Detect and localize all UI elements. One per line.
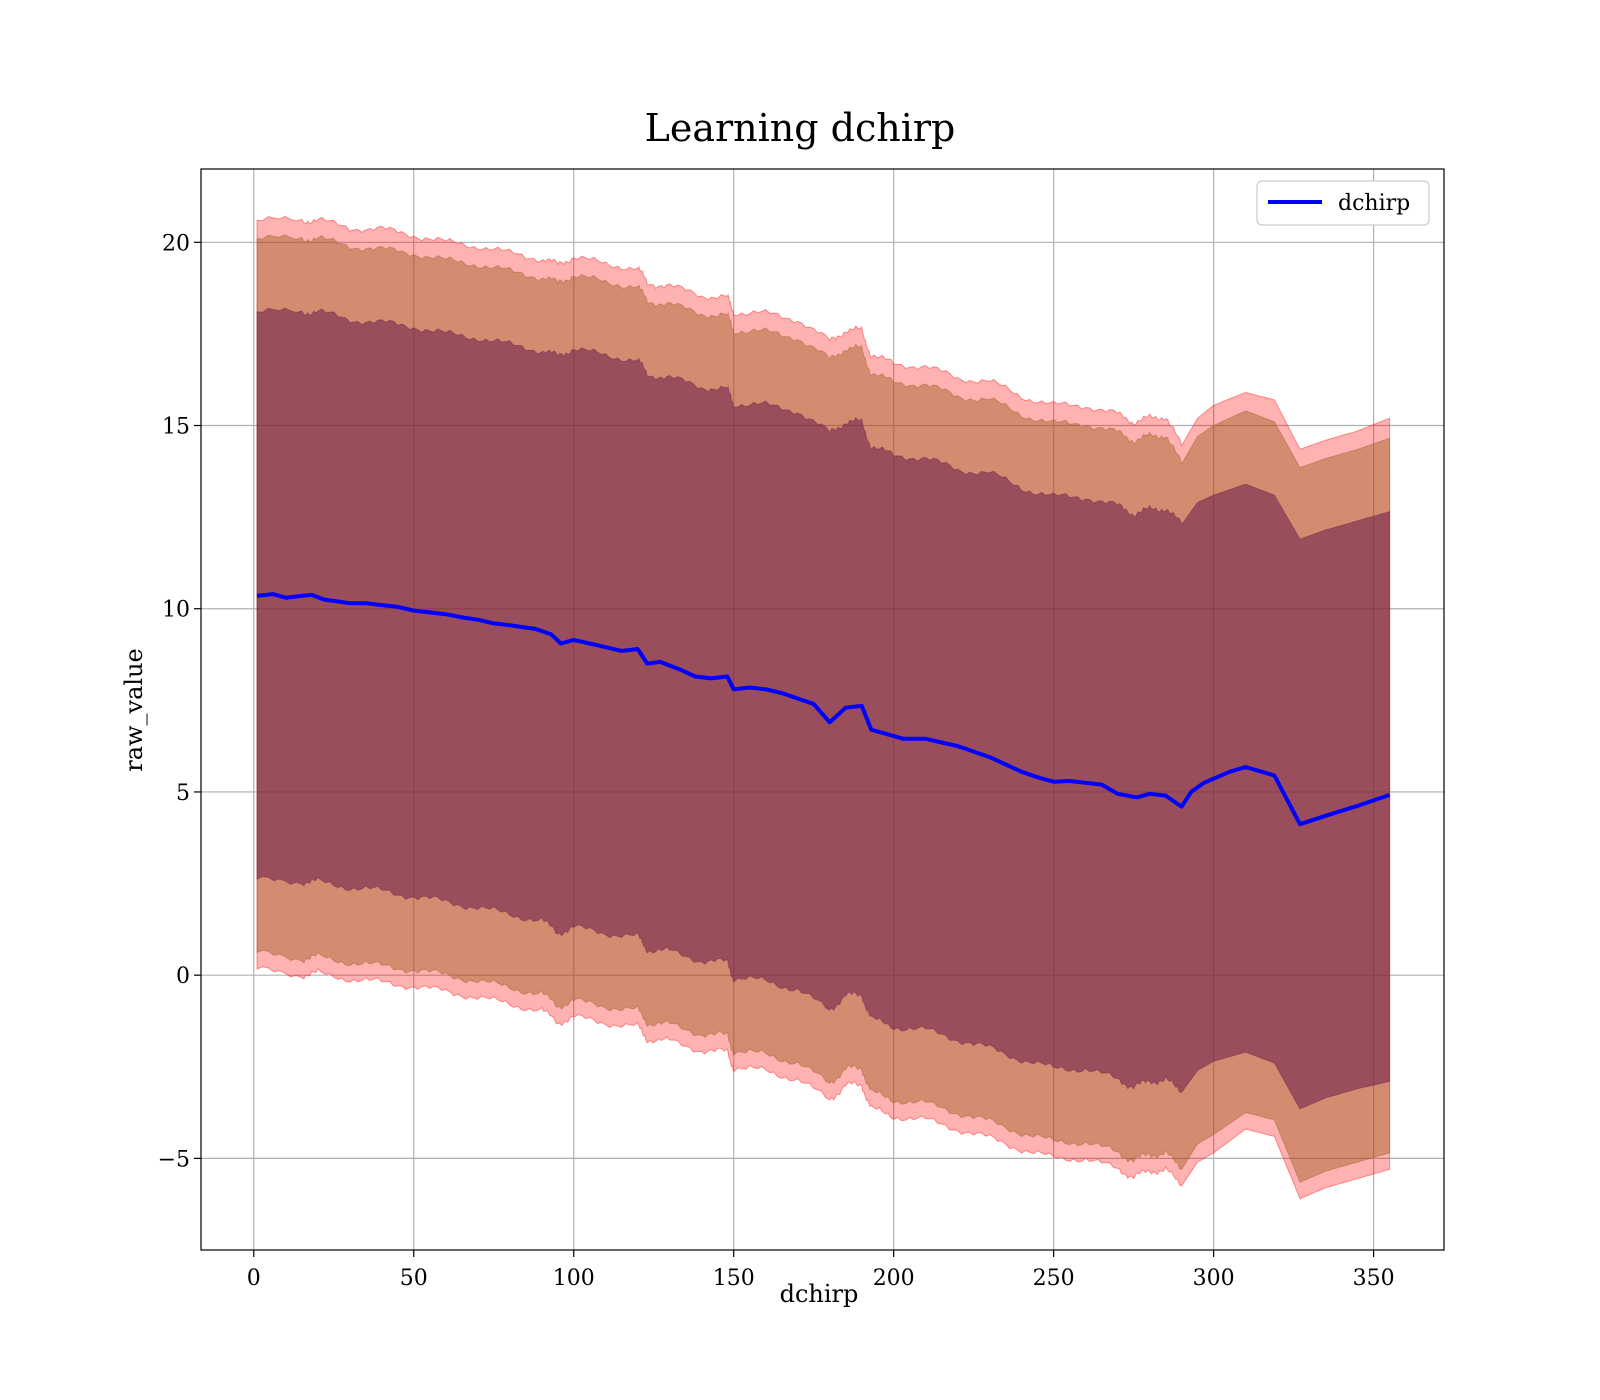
- y-tick-label: 15: [162, 415, 190, 440]
- y-tick-label: 20: [162, 231, 190, 256]
- y-axis-label: raw_value: [120, 648, 148, 772]
- plot-frame: [200, 168, 1445, 1251]
- x-tick-label: 100: [553, 1266, 595, 1291]
- series-lines: [256, 592, 1391, 827]
- y-tick-label: 5: [176, 781, 190, 806]
- series-line-dchirp: [256, 592, 1391, 827]
- legend: dchirp: [1256, 180, 1430, 226]
- x-axis-label: dchirp: [780, 1280, 859, 1308]
- chart-title: Learning dchirp: [645, 106, 956, 150]
- y-tick-label: 0: [176, 964, 190, 989]
- band-inner: [256, 307, 1391, 1110]
- y-tick-label: 10: [162, 598, 190, 623]
- legend-box: [1256, 180, 1430, 226]
- x-tick-label: 0: [247, 1266, 261, 1291]
- x-tick-label: 150: [713, 1266, 755, 1291]
- x-tick-label: 50: [400, 1266, 428, 1291]
- x-tick-label: 200: [873, 1266, 915, 1291]
- axis-ticks: 0 50 100 150 200 250 300 350 −5 0 5 10 15 20: [158, 231, 1395, 1291]
- x-tick-label: 350: [1353, 1266, 1395, 1291]
- x-tick-label: 300: [1193, 1266, 1235, 1291]
- y-tick-label: −5: [158, 1147, 190, 1172]
- legend-label-dchirp: dchirp: [1338, 191, 1410, 216]
- confidence-bands: [256, 215, 1391, 1200]
- x-tick-label: 250: [1033, 1266, 1075, 1291]
